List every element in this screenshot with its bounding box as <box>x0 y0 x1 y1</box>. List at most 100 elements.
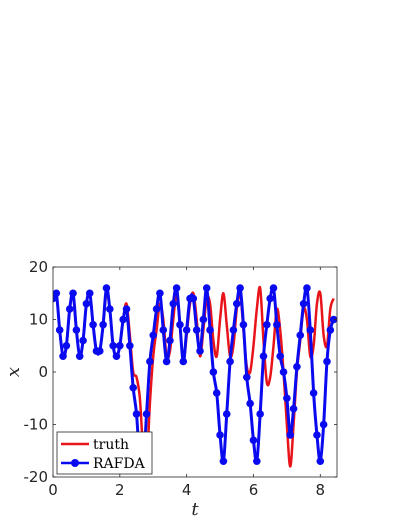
data-point-rafda <box>112 352 121 361</box>
data-point-rafda <box>169 299 178 308</box>
data-point-rafda <box>279 368 288 376</box>
data-point-rafda <box>242 373 251 382</box>
data-point-rafda <box>59 352 67 361</box>
data-point-rafda <box>299 299 308 308</box>
y-tick-label: -20 <box>24 468 49 486</box>
data-point-rafda <box>253 457 261 466</box>
data-point-rafda <box>75 352 84 361</box>
y-tick-label: 10 <box>29 311 48 329</box>
x-tick-label: 6 <box>249 481 259 499</box>
data-point-rafda <box>129 383 137 392</box>
data-point-rafda <box>259 352 268 361</box>
x-tick-label: 2 <box>115 481 125 499</box>
data-point-rafda <box>182 326 191 334</box>
data-point-rafda <box>106 305 114 313</box>
data-point-rafda <box>166 336 174 345</box>
data-point-rafda <box>326 326 335 334</box>
legend-marker-rafda <box>71 459 79 467</box>
data-point-rafda <box>269 284 278 292</box>
data-point-rafda <box>62 341 71 350</box>
x-axis: 0 2 4 6 8 <box>48 267 325 499</box>
series-layer <box>53 284 337 473</box>
data-point-rafda <box>319 420 328 429</box>
x-tick-label: 0 <box>48 481 58 499</box>
data-point-rafda <box>309 389 318 397</box>
data-point-rafda <box>102 284 111 292</box>
data-point-rafda <box>212 389 221 397</box>
data-point-rafda <box>79 336 87 345</box>
data-point-rafda <box>95 347 104 355</box>
data-point-rafda <box>65 305 74 313</box>
data-point-rafda <box>132 410 141 418</box>
data-point-rafda <box>116 341 124 350</box>
data-point-rafda <box>316 457 325 466</box>
data-point-rafda <box>202 284 211 292</box>
data-point-rafda <box>156 289 164 298</box>
data-point-rafda <box>222 410 231 418</box>
data-point-rafda <box>72 326 81 334</box>
data-point-rafda <box>209 368 218 376</box>
legend-label-truth: truth <box>93 437 129 453</box>
y-tick-label: -10 <box>24 416 49 434</box>
data-point-rafda <box>216 431 224 439</box>
data-point-rafda <box>179 357 188 366</box>
data-point-rafda <box>162 357 171 366</box>
data-point-rafda <box>266 294 274 303</box>
data-point-rafda <box>176 320 184 329</box>
data-point-rafda <box>296 331 305 340</box>
data-point-rafda <box>192 326 201 334</box>
series-markers-rafda <box>53 284 337 471</box>
data-point-rafda <box>199 315 208 324</box>
data-point-rafda <box>273 320 281 329</box>
data-point-rafda <box>85 289 94 298</box>
data-point-rafda <box>159 326 168 334</box>
data-point-rafda <box>249 436 258 445</box>
data-point-rafda <box>289 404 298 413</box>
legend: truth RAFDA <box>56 431 153 475</box>
data-point-rafda <box>172 284 181 292</box>
data-point-rafda <box>303 284 311 292</box>
data-point-rafda <box>206 326 214 334</box>
data-point-rafda <box>232 299 241 308</box>
data-point-rafda <box>246 399 254 408</box>
data-point-rafda <box>146 357 154 366</box>
data-point-rafda <box>69 289 77 298</box>
legend-box <box>56 431 153 475</box>
data-point-rafda <box>99 320 107 329</box>
data-point-rafda <box>276 352 285 361</box>
data-point-rafda <box>149 331 158 340</box>
data-point-rafda <box>263 320 271 329</box>
data-point-rafda <box>109 341 117 350</box>
legend-label-rafda: RAFDA <box>93 456 146 472</box>
y-tick-label: 20 <box>29 258 48 276</box>
data-point-rafda <box>196 347 204 355</box>
x-tick-label: 8 <box>316 481 326 499</box>
data-point-rafda <box>286 431 295 439</box>
x-axis-label: t <box>191 499 199 520</box>
data-point-rafda <box>126 341 134 350</box>
data-point-rafda <box>306 326 315 334</box>
data-point-rafda <box>229 326 238 334</box>
data-point-rafda <box>152 305 161 313</box>
data-point-rafda <box>283 394 291 403</box>
data-point-rafda <box>219 457 228 466</box>
y-axis-label: x <box>3 367 24 377</box>
data-point-rafda <box>313 431 321 439</box>
data-point-rafda <box>55 326 64 334</box>
y-tick-label: 0 <box>38 363 48 381</box>
data-point-rafda <box>226 357 234 366</box>
data-point-rafda <box>239 320 248 329</box>
data-point-rafda <box>119 315 127 324</box>
data-point-rafda <box>142 410 151 418</box>
data-point-rafda <box>53 289 61 298</box>
x-tick-label: 4 <box>182 481 192 499</box>
data-point-rafda <box>122 305 131 313</box>
y-axis: 20 10 0 -10 -20 <box>24 258 337 486</box>
data-point-rafda <box>82 299 91 308</box>
data-point-rafda <box>293 362 301 371</box>
data-point-rafda <box>329 315 337 324</box>
data-point-rafda <box>256 410 264 418</box>
data-point-rafda <box>323 357 331 366</box>
data-point-rafda <box>236 284 244 292</box>
